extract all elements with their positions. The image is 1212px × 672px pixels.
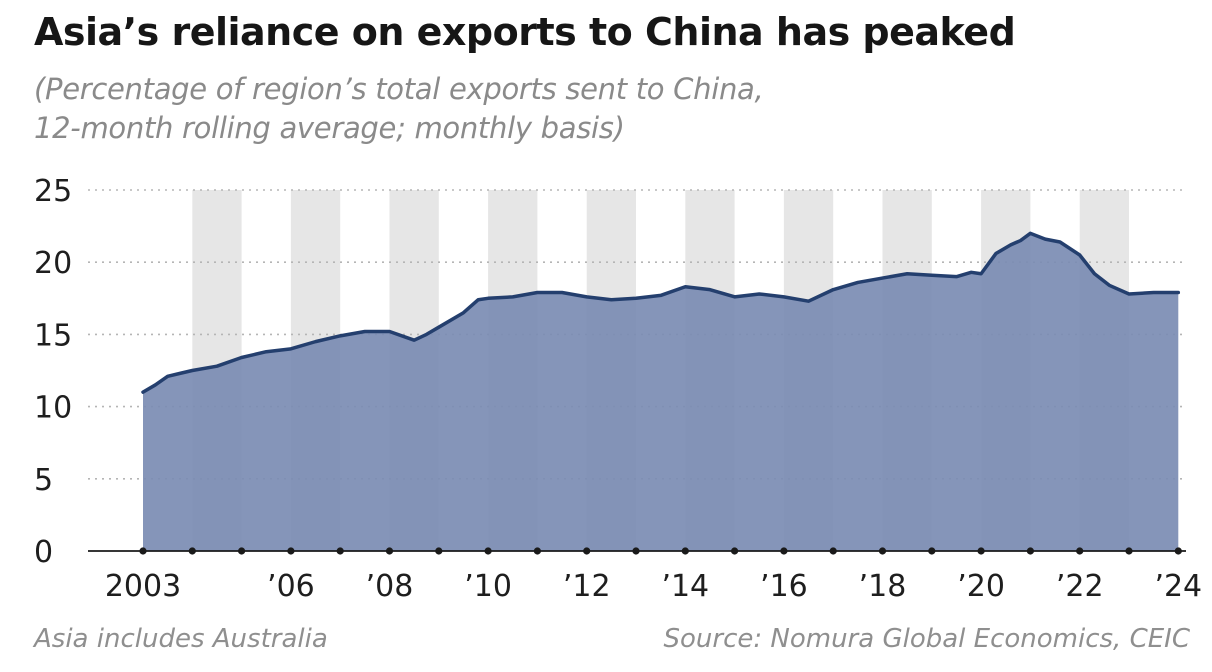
y-tick-label: 15 [34, 318, 72, 353]
year-tick-dot [533, 547, 542, 555]
series-area [143, 233, 1179, 551]
year-tick-dot [139, 547, 147, 555]
year-tick-dot [1174, 547, 1182, 555]
x-tick-label: ’08 [366, 569, 414, 604]
x-tick-label: ’10 [464, 569, 512, 604]
year-tick-dot [287, 547, 295, 555]
y-tick-label: 20 [34, 246, 72, 281]
area-chart: 0 5 10 15 20 25 2003 ’06 ’08 ’10 ’12 ’14 ’16 ’18 ’20 ’2… [34, 174, 1202, 604]
chart-subtitle: (Percentage of region’s total exports se… [34, 70, 764, 148]
x-tick-label: 2003 [105, 569, 181, 604]
year-tick-dot [583, 547, 591, 555]
x-tick-label: ’18 [859, 569, 907, 604]
x-tick-label: ’14 [661, 569, 709, 604]
year-tick-dot [188, 547, 196, 555]
year-tick-dot [780, 547, 788, 555]
year-tick-dot [385, 547, 394, 555]
x-tick-label: ’16 [760, 569, 808, 604]
x-tick-label: ’22 [1056, 569, 1104, 604]
y-tick-label: 25 [34, 174, 72, 209]
year-tick-dot [1026, 547, 1034, 555]
y-tick-label: 5 [34, 463, 53, 498]
x-tick-label: ’06 [267, 569, 315, 604]
year-tick-dot [484, 547, 492, 555]
year-tick-dot [829, 547, 837, 555]
y-tick-label: 10 [34, 391, 72, 426]
footer-note: Asia includes Australia [34, 624, 328, 654]
year-tick-dot [878, 547, 887, 555]
chart-title: Asia’s reliance on exports to China has … [34, 10, 1016, 54]
source-note: Source: Nomura Global Economics, CEIC [663, 624, 1191, 654]
year-tick-dot [238, 547, 246, 555]
year-tick-dot [435, 547, 443, 555]
year-tick-dot [632, 547, 640, 555]
series-line [141, 231, 1181, 394]
year-tick-dot [1125, 547, 1133, 555]
x-tick-label: ’12 [563, 569, 611, 604]
year-tick-dot [731, 547, 739, 555]
y-tick-label: 0 [34, 535, 53, 570]
x-tick-label: ’20 [957, 569, 1005, 604]
subtitle-line-2: 12-month rolling average; monthly basis) [34, 111, 625, 145]
year-tick-dot [681, 547, 689, 555]
year-tick-dot [928, 547, 936, 555]
x-tick-label: ’24 [1154, 569, 1202, 604]
subtitle-line-1: (Percentage of region’s total exports se… [34, 72, 764, 106]
year-tick-dot [336, 547, 344, 555]
year-tick-dot [1076, 547, 1084, 555]
year-tick-dot [977, 547, 985, 555]
